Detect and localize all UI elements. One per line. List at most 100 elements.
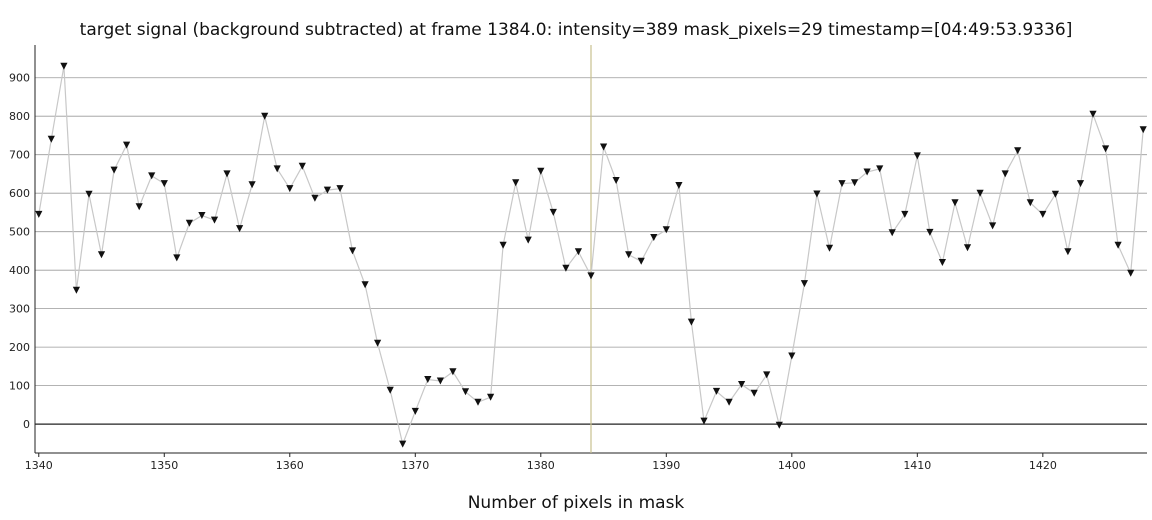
data-point-marker (637, 257, 645, 265)
x-tick-label: 1400 (778, 459, 806, 472)
data-point-marker (1076, 180, 1085, 188)
data-point-marker (587, 272, 595, 280)
data-point-marker (487, 393, 495, 401)
data-point-marker (374, 339, 382, 347)
data-point-marker (273, 165, 281, 173)
data-point-marker (135, 203, 143, 211)
data-markers (35, 62, 1147, 448)
data-point-marker (700, 417, 708, 425)
data-point-marker (386, 386, 394, 394)
data-point-marker (1014, 147, 1022, 155)
data-point-marker (411, 407, 419, 415)
x-tick-label: 1360 (276, 459, 304, 472)
y-tick-label: 400 (9, 264, 30, 277)
data-point-marker (687, 318, 695, 326)
data-point-marker (863, 168, 871, 176)
data-point-marker (825, 244, 834, 252)
data-point-marker (712, 387, 721, 395)
y-tick-label: 100 (9, 380, 30, 393)
data-point-marker (1089, 110, 1097, 118)
data-point-marker (662, 226, 670, 234)
data-point-marker (888, 229, 896, 237)
y-tick-label: 0 (23, 418, 30, 431)
data-point-marker (913, 152, 921, 160)
y-tick-label: 700 (9, 149, 30, 162)
data-point-marker (738, 381, 746, 388)
data-point-marker (926, 228, 934, 236)
data-point-marker (989, 222, 997, 230)
data-point-marker (123, 141, 131, 149)
data-point-marker (1114, 241, 1122, 249)
data-point-marker (311, 194, 319, 202)
data-point-marker (110, 166, 118, 174)
x-tick-label: 1370 (401, 459, 429, 472)
y-tick-label: 800 (9, 110, 30, 123)
data-point-marker (198, 212, 206, 219)
data-point-marker (838, 180, 846, 188)
data-point-marker (248, 181, 256, 189)
data-point-marker (148, 172, 156, 180)
data-point-marker (901, 210, 909, 218)
data-point-marker (436, 377, 444, 385)
data-point-marker (47, 135, 55, 143)
data-point-marker (1127, 269, 1135, 277)
data-point-marker (537, 167, 545, 175)
y-tick-label: 500 (9, 226, 30, 239)
data-point-marker (976, 189, 984, 197)
data-point-marker (399, 440, 407, 448)
y-tick-label: 200 (9, 341, 30, 354)
data-point-marker (775, 421, 783, 429)
data-point-marker (223, 170, 231, 178)
data-point-marker (524, 236, 532, 244)
data-point-marker (612, 177, 620, 184)
data-point-marker (1064, 248, 1072, 256)
data-point-marker (298, 162, 306, 170)
x-tick-label: 1340 (25, 459, 53, 472)
data-point-marker (461, 388, 470, 396)
data-point-marker (35, 210, 43, 218)
data-point-marker (499, 241, 507, 249)
data-point-marker (85, 190, 93, 198)
data-point-marker (600, 143, 608, 151)
data-point-marker (60, 62, 68, 70)
data-point-marker (173, 254, 181, 262)
data-point-marker (675, 182, 683, 189)
data-point-marker (286, 185, 294, 193)
x-tick-labels: 1340 1350 1360 1370 1380 1390 1400 1410 1420 (25, 459, 1057, 472)
data-point-marker (424, 376, 432, 383)
data-point-marker (210, 216, 219, 224)
data-point-marker (574, 248, 582, 256)
data-point-marker (788, 352, 796, 360)
data-point-marker (474, 398, 482, 406)
x-axis-label: Number of pixels in mask (467, 493, 685, 513)
data-point-marker (963, 244, 972, 252)
data-point-marker (1051, 190, 1059, 198)
x-tick-label: 1390 (652, 459, 680, 472)
x-tick-label: 1380 (527, 459, 555, 472)
data-point-marker (851, 179, 859, 187)
y-tick-labels: 0 100 200 300 400 500 600 700 800 900 (9, 72, 30, 431)
data-point-marker (813, 190, 821, 198)
data-point-marker (1001, 170, 1009, 178)
data-point-marker (361, 281, 369, 289)
x-tick-label: 1350 (150, 459, 178, 472)
data-point-marker (876, 165, 884, 173)
data-point-marker (72, 286, 80, 294)
data-point-marker (185, 219, 193, 227)
data-point-marker (650, 234, 658, 241)
data-point-marker (1026, 199, 1034, 207)
x-tick-label: 1410 (903, 459, 931, 472)
chart-title: target signal (background subtracted) at… (79, 20, 1073, 40)
data-point-marker (261, 112, 269, 120)
data-point-marker (725, 398, 733, 406)
data-point-marker (800, 280, 808, 288)
data-point-marker (160, 180, 168, 188)
data-point-marker (348, 247, 357, 255)
data-point-marker (763, 371, 771, 379)
data-point-marker (512, 179, 520, 187)
data-point-marker (951, 199, 959, 207)
data-point-marker (336, 185, 344, 193)
data-point-marker (1139, 126, 1147, 134)
data-point-marker (97, 251, 106, 259)
